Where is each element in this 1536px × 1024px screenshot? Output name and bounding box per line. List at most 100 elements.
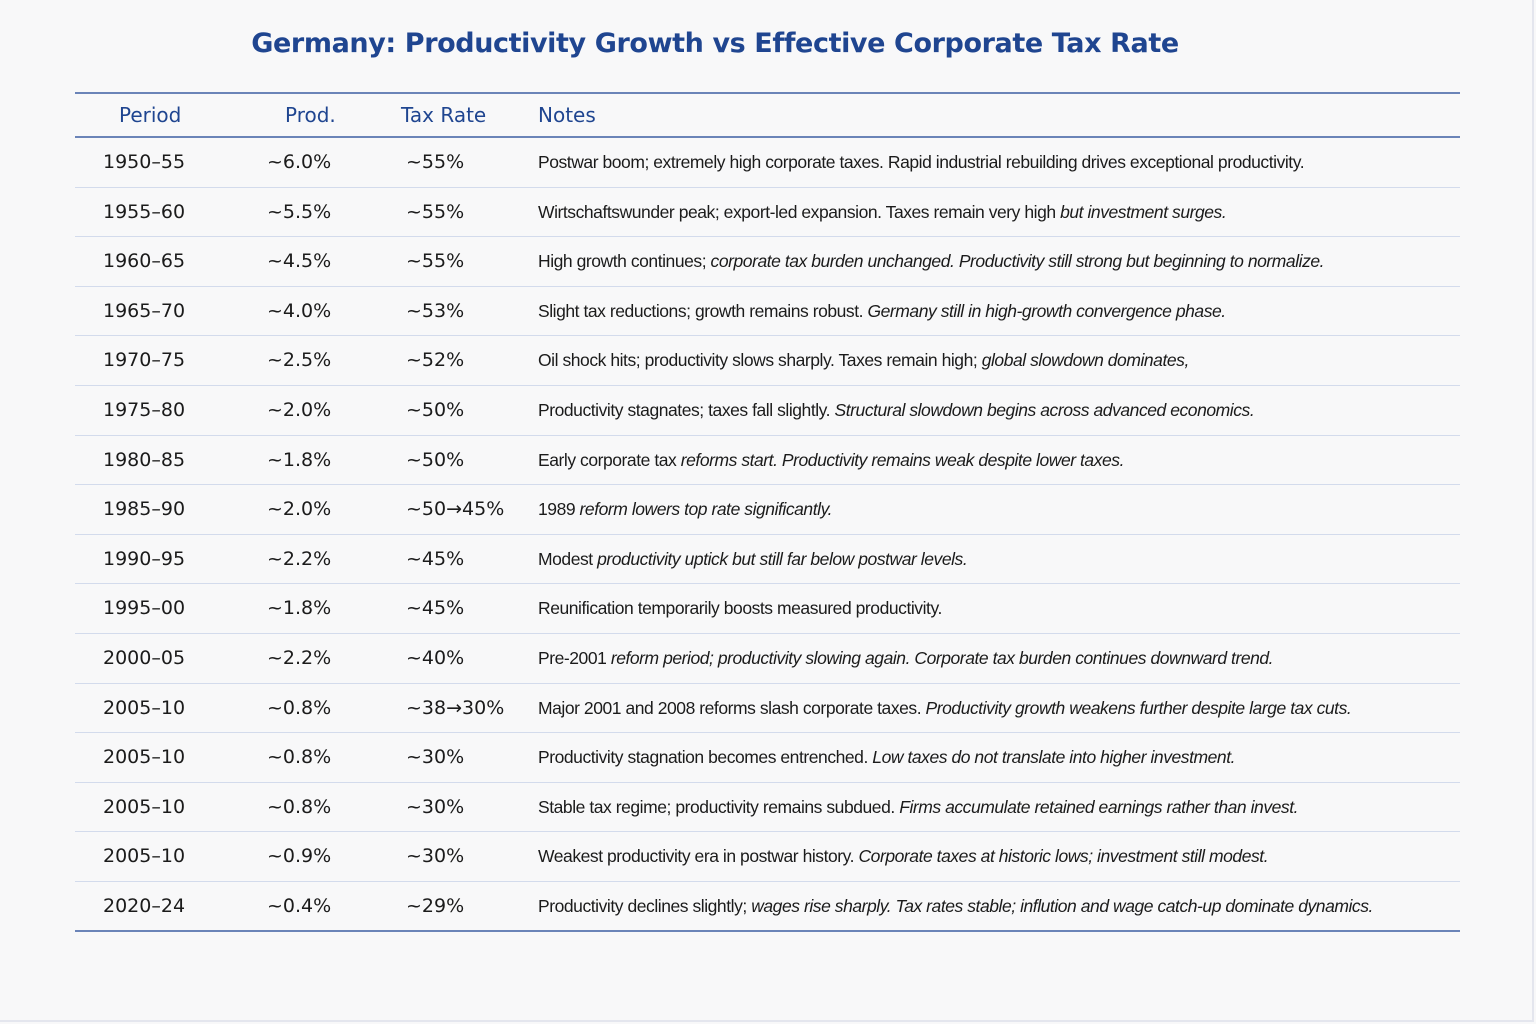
cell-tax-rate: ~50→45% <box>406 498 505 521</box>
note-text-italic: Firms accumulate retained earnings rathe… <box>894 796 1299 817</box>
cell-period: 1980–85 <box>103 448 186 471</box>
note-text: Productivity declines slightly; <box>538 895 747 916</box>
cell-notes: Modest productivity uptick but still far… <box>538 548 968 570</box>
cell-notes: Pre-2001 reform period; productivity slo… <box>538 647 1274 669</box>
note-text: Productivity stagnates; taxes fall sligh… <box>538 399 831 420</box>
table-row: 2005–10 ~0.9% ~30% Weakest productivity era… <box>75 832 1460 882</box>
note-text: Slight tax reductions; growth remains ro… <box>538 300 864 321</box>
note-text: Oil shock hits; productivity slows sharp… <box>538 350 978 371</box>
cell-period: 1995–00 <box>103 597 186 620</box>
cell-prod: ~1.8% <box>267 448 332 471</box>
cell-tax-rate: ~29% <box>406 894 465 917</box>
note-text: Reunification temporarily boosts measure… <box>538 598 942 619</box>
note-text-italic: Low taxes do not translate into higher i… <box>867 747 1236 768</box>
cell-prod: ~0.9% <box>267 845 332 868</box>
cell-tax-rate: ~50% <box>406 398 465 421</box>
note-text: Major 2001 and 2008 reforms slash corpor… <box>538 697 922 718</box>
header-notes: Notes <box>538 103 596 127</box>
cell-tax-rate: ~30% <box>406 795 465 818</box>
cell-notes: 1989 reform lowers top rate significantl… <box>538 499 832 520</box>
cell-notes: Productivity stagnation becomes entrench… <box>538 747 1235 768</box>
cell-notes: Productivity declines slightly; wages ri… <box>538 896 1373 917</box>
note-text: Early corporate tax <box>538 449 677 470</box>
cell-period: 1950–55 <box>103 151 186 173</box>
cell-tax-rate: ~52% <box>406 349 465 372</box>
header-prod: Prod. <box>285 103 336 127</box>
note-text-italic: productivity uptick but still far below … <box>592 548 968 569</box>
cell-tax-rate: ~45% <box>406 547 465 570</box>
note-text-italic: wages rise sharply. Tax rates stable; in… <box>746 895 1373 916</box>
cell-prod: ~2.0% <box>267 398 332 421</box>
cell-period: 1975–80 <box>103 398 186 421</box>
table-row: 1960–65 ~4.5% ~55% High growth continues; c… <box>75 237 1460 287</box>
cell-tax-rate: ~45% <box>406 597 465 620</box>
cell-period: 2005–10 <box>103 746 186 769</box>
cell-tax-rate: ~55% <box>406 200 465 223</box>
cell-notes: Productivity stagnates; taxes fall sligh… <box>538 399 1255 421</box>
table-body: 1950–55 ~6.0% ~55% Postwar boom; extremely … <box>75 138 1460 932</box>
table-row: 2020–24 ~0.4% ~29% Productivity declines sl… <box>75 882 1460 932</box>
header-tax-rate: Tax Rate <box>401 103 487 127</box>
table-row: 2005–10 ~0.8% ~30% Productivity stagnation … <box>75 733 1460 783</box>
cell-tax-rate: ~53% <box>406 299 465 322</box>
note-text-italic: corporate tax burden unchanged. Producti… <box>706 251 1325 272</box>
cell-notes: Stable tax regime; productivity remains … <box>538 797 1298 818</box>
cell-notes: Wirtschaftswunder peak; export-led expan… <box>538 201 1227 223</box>
cell-notes: Weakest productivity era in postwar hist… <box>538 846 1269 867</box>
cell-tax-rate: ~50% <box>406 448 465 471</box>
table-row: 1950–55 ~6.0% ~55% Postwar boom; extremely … <box>75 138 1460 188</box>
table-row: 1985–90 ~2.0% ~50→45% 1989 reform lowers to… <box>75 485 1460 535</box>
cell-period: 1990–95 <box>103 547 186 570</box>
cell-prod: ~0.8% <box>267 795 332 818</box>
table-row: 1955–60 ~5.5% ~55% Wirtschaftswunder peak; … <box>75 188 1460 238</box>
cell-prod: ~0.8% <box>267 696 332 719</box>
cell-prod: ~0.8% <box>267 746 332 769</box>
cell-notes: Oil shock hits; productivity slows sharp… <box>538 350 1189 371</box>
cell-notes: Early corporate tax reforms start. Produ… <box>538 450 1124 471</box>
cell-tax-rate: ~38→30% <box>406 696 505 719</box>
note-text-italic: reform lowers top rate significantly. <box>575 499 833 520</box>
cell-period: 2005–10 <box>103 845 186 868</box>
table-row: 1970–75 ~2.5% ~52% Oil shock hits; producti… <box>75 336 1460 386</box>
cell-period: 1960–65 <box>103 250 186 273</box>
cell-tax-rate: ~55% <box>406 151 465 173</box>
cell-prod: ~4.5% <box>267 250 332 273</box>
note-text-italic: Structural slowdown begins across advanc… <box>830 399 1255 420</box>
cell-notes: Slight tax reductions; growth remains ro… <box>538 301 1226 322</box>
cell-notes: High growth continues; corporate tax bur… <box>538 251 1325 272</box>
cell-prod: ~2.2% <box>267 646 332 669</box>
cell-prod: ~2.2% <box>267 547 332 570</box>
cell-notes: Reunification temporarily boosts measure… <box>538 598 942 619</box>
cell-prod: ~2.5% <box>267 349 332 372</box>
cell-period: 1970–75 <box>103 349 186 372</box>
table-row: 2005–10 ~0.8% ~38→30% Major 2001 and 2008 r… <box>75 684 1460 734</box>
table-row: 2000–05 ~2.2% ~40% Pre-2001 reform period; … <box>75 634 1460 684</box>
cell-period: 1985–90 <box>103 498 186 521</box>
note-text-italic: Germany still in high-growth convergence… <box>863 300 1226 321</box>
note-text: Weakest productivity era in postwar hist… <box>538 846 855 867</box>
note-text: Stable tax regime; productivity remains … <box>538 796 895 817</box>
cell-prod: ~4.0% <box>267 299 332 322</box>
cell-tax-rate: ~30% <box>406 746 465 769</box>
cell-notes: Postwar boom; extremely high corporate t… <box>538 152 1305 173</box>
table-header: Period Prod. Tax Rate Notes <box>75 94 1460 138</box>
cell-prod: ~6.0% <box>267 151 332 173</box>
cell-tax-rate: ~55% <box>406 250 465 273</box>
cell-period: 2005–10 <box>103 795 186 818</box>
cell-tax-rate: ~40% <box>406 646 465 669</box>
note-text-italic: reform period; productivity slowing agai… <box>606 647 1274 668</box>
note-text-italic: Productivity growth weakens further desp… <box>921 697 1352 718</box>
note-text-italic: but investment surges. <box>1055 201 1227 222</box>
table-row: 1975–80 ~2.0% ~50% Productivity stagnates; … <box>75 386 1460 436</box>
table-row: 1965–70 ~4.0% ~53% Slight tax reductions; g… <box>75 287 1460 337</box>
note-text: Productivity stagnation becomes entrench… <box>538 747 868 768</box>
note-text: Modest <box>538 548 593 569</box>
cell-period: 1965–70 <box>103 299 186 322</box>
note-text-italic: reforms start. Productivity remains weak… <box>676 449 1125 470</box>
cell-prod: ~0.4% <box>267 894 332 917</box>
cell-period: 2005–10 <box>103 696 186 719</box>
cell-period: 2000–05 <box>103 646 186 669</box>
note-text-italic: global slowdown dominates, <box>977 350 1190 371</box>
cell-tax-rate: ~30% <box>406 845 465 868</box>
header-period: Period <box>119 103 182 127</box>
